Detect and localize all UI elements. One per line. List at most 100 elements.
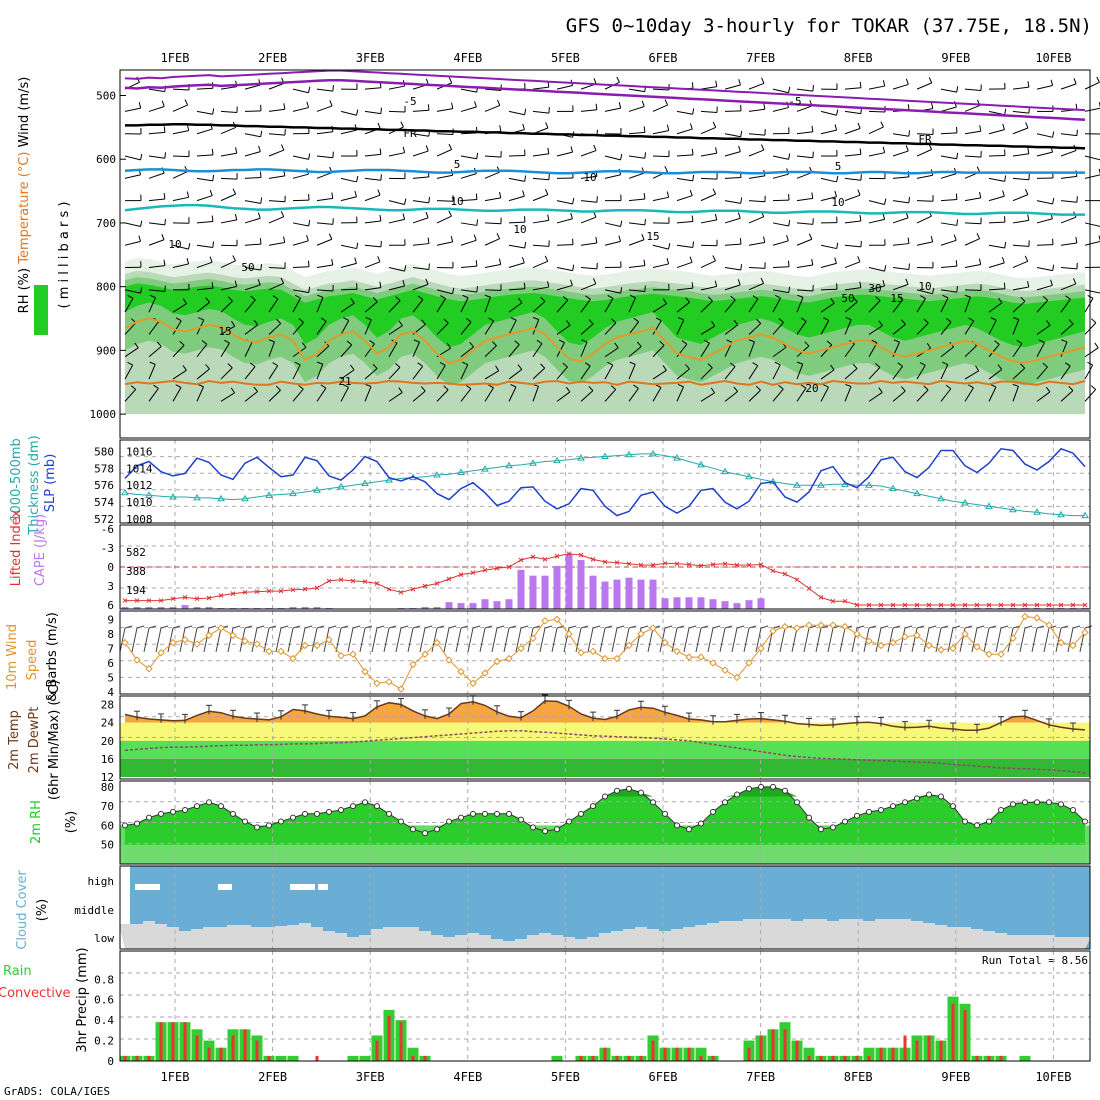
rh2m-marker bbox=[710, 808, 716, 815]
wind-barb-flag bbox=[875, 363, 881, 368]
wind-barb-flag bbox=[420, 386, 426, 392]
rh2m-marker bbox=[914, 795, 920, 802]
precip-tick-label: 0 bbox=[107, 1055, 114, 1068]
lifted-index-marker bbox=[1082, 602, 1088, 608]
wind-barb-flag bbox=[354, 190, 358, 197]
wind-barb bbox=[196, 368, 210, 380]
wind-barb-flag bbox=[664, 165, 668, 172]
wind-barb-flag bbox=[593, 78, 597, 85]
surface-barb bbox=[995, 627, 1002, 653]
wind-barb bbox=[628, 198, 645, 202]
surface-barb bbox=[167, 627, 174, 653]
wind-barb-flag bbox=[1027, 81, 1030, 88]
thickness-marker bbox=[625, 450, 633, 458]
surface-barb bbox=[491, 627, 498, 653]
wind-barb bbox=[196, 386, 204, 402]
wind-barb bbox=[796, 264, 813, 269]
wind-barb-flag bbox=[227, 296, 233, 302]
surface-barb-flag bbox=[880, 625, 889, 629]
cape-tick-label: 582 bbox=[126, 546, 146, 559]
rh2m-ylabel2: (%) bbox=[64, 811, 79, 834]
wind-barb bbox=[340, 344, 353, 358]
wind-barb-flag bbox=[823, 317, 829, 321]
wind-barb bbox=[532, 301, 546, 313]
wind-barb-flag bbox=[836, 242, 839, 249]
wind-barb bbox=[412, 217, 429, 224]
thickness-marker bbox=[289, 489, 297, 497]
wind-barb bbox=[1060, 323, 1074, 335]
wind-barb-flag bbox=[678, 317, 684, 321]
wind-barb-flag bbox=[558, 339, 565, 344]
rh2m-marker bbox=[866, 808, 872, 815]
wind-barb-flag bbox=[540, 296, 546, 302]
thickness-line bbox=[124, 453, 1085, 517]
wind-barb bbox=[628, 172, 645, 179]
wind10-marker bbox=[337, 651, 345, 660]
date-label-bottom: 6FEB bbox=[649, 1070, 678, 1084]
wind-barb bbox=[988, 288, 1005, 291]
lifted-index-marker bbox=[194, 596, 200, 602]
wind-barb-flag bbox=[836, 109, 839, 116]
wind-barb bbox=[124, 222, 141, 228]
wind-barb-flag bbox=[629, 361, 636, 365]
wind-barb bbox=[628, 131, 645, 135]
wind-barb bbox=[124, 364, 134, 380]
wind-barb bbox=[964, 320, 975, 335]
wind-barb bbox=[652, 369, 667, 380]
wind-barb bbox=[268, 323, 282, 335]
wind-barb bbox=[532, 86, 549, 90]
wind-barb-flag bbox=[857, 122, 861, 129]
lifted-index-marker bbox=[650, 562, 656, 568]
lifted-index-marker bbox=[758, 562, 764, 567]
wind-barb bbox=[772, 199, 790, 202]
wind10-marker bbox=[169, 638, 177, 647]
rh2m-marker bbox=[794, 799, 800, 806]
wind-barb bbox=[1084, 240, 1100, 246]
surface-barb-flag bbox=[508, 625, 517, 629]
wind-barb bbox=[892, 217, 909, 224]
precip-conv-bar bbox=[207, 1047, 211, 1061]
wind-barb-flag bbox=[425, 278, 429, 285]
wind-barb-flag bbox=[1042, 295, 1049, 301]
wind-barb-flag bbox=[140, 220, 143, 227]
wind-barb bbox=[172, 104, 188, 112]
wind-barb bbox=[1060, 298, 1071, 313]
rh2m-marker bbox=[806, 814, 812, 821]
wind-barb bbox=[1036, 133, 1053, 138]
wind-barb bbox=[460, 239, 477, 246]
wind-barb-flag bbox=[726, 339, 733, 343]
cape-bar bbox=[121, 607, 129, 609]
wind-barb-flag bbox=[607, 361, 613, 366]
wind-barb bbox=[148, 222, 165, 226]
wind-barb bbox=[1060, 242, 1077, 246]
wind-barb bbox=[652, 196, 669, 202]
surface-barb bbox=[947, 627, 954, 653]
rh2m-marker bbox=[950, 803, 956, 810]
wind-barb bbox=[220, 86, 237, 90]
wind-barb-flag bbox=[377, 189, 381, 196]
wind-barb-flag bbox=[343, 317, 349, 321]
wind-barb-flag bbox=[283, 103, 286, 110]
upper-panel-ylabel: RH (%) Temperature (°C) Wind (m/s) bbox=[17, 77, 32, 314]
surface-barb bbox=[539, 627, 546, 653]
precip-total-bar bbox=[863, 1047, 875, 1061]
cape-bar bbox=[517, 569, 525, 609]
wind-barb bbox=[772, 88, 789, 94]
surface-barb-flag bbox=[1060, 625, 1069, 629]
wind10-marker bbox=[649, 624, 657, 632]
thickness-tick-label: 574 bbox=[94, 496, 114, 509]
date-label-top: 7FEB bbox=[746, 51, 775, 65]
cape-bar bbox=[529, 575, 537, 609]
wind-barb bbox=[148, 155, 165, 159]
wind-barb-flag bbox=[714, 213, 718, 220]
wind-barb-flag bbox=[476, 152, 479, 159]
surface-barb-flag bbox=[676, 625, 685, 629]
wind-barb-flag bbox=[1090, 385, 1097, 390]
cloud-ylabel2: (%) bbox=[35, 899, 50, 922]
wind10-marker bbox=[397, 685, 405, 693]
wind-barb bbox=[844, 386, 852, 402]
cloud-grid bbox=[174, 866, 1054, 949]
cloud-high-gap bbox=[318, 884, 328, 890]
wind-barb bbox=[892, 243, 909, 246]
wind-barb-flag bbox=[499, 191, 502, 198]
